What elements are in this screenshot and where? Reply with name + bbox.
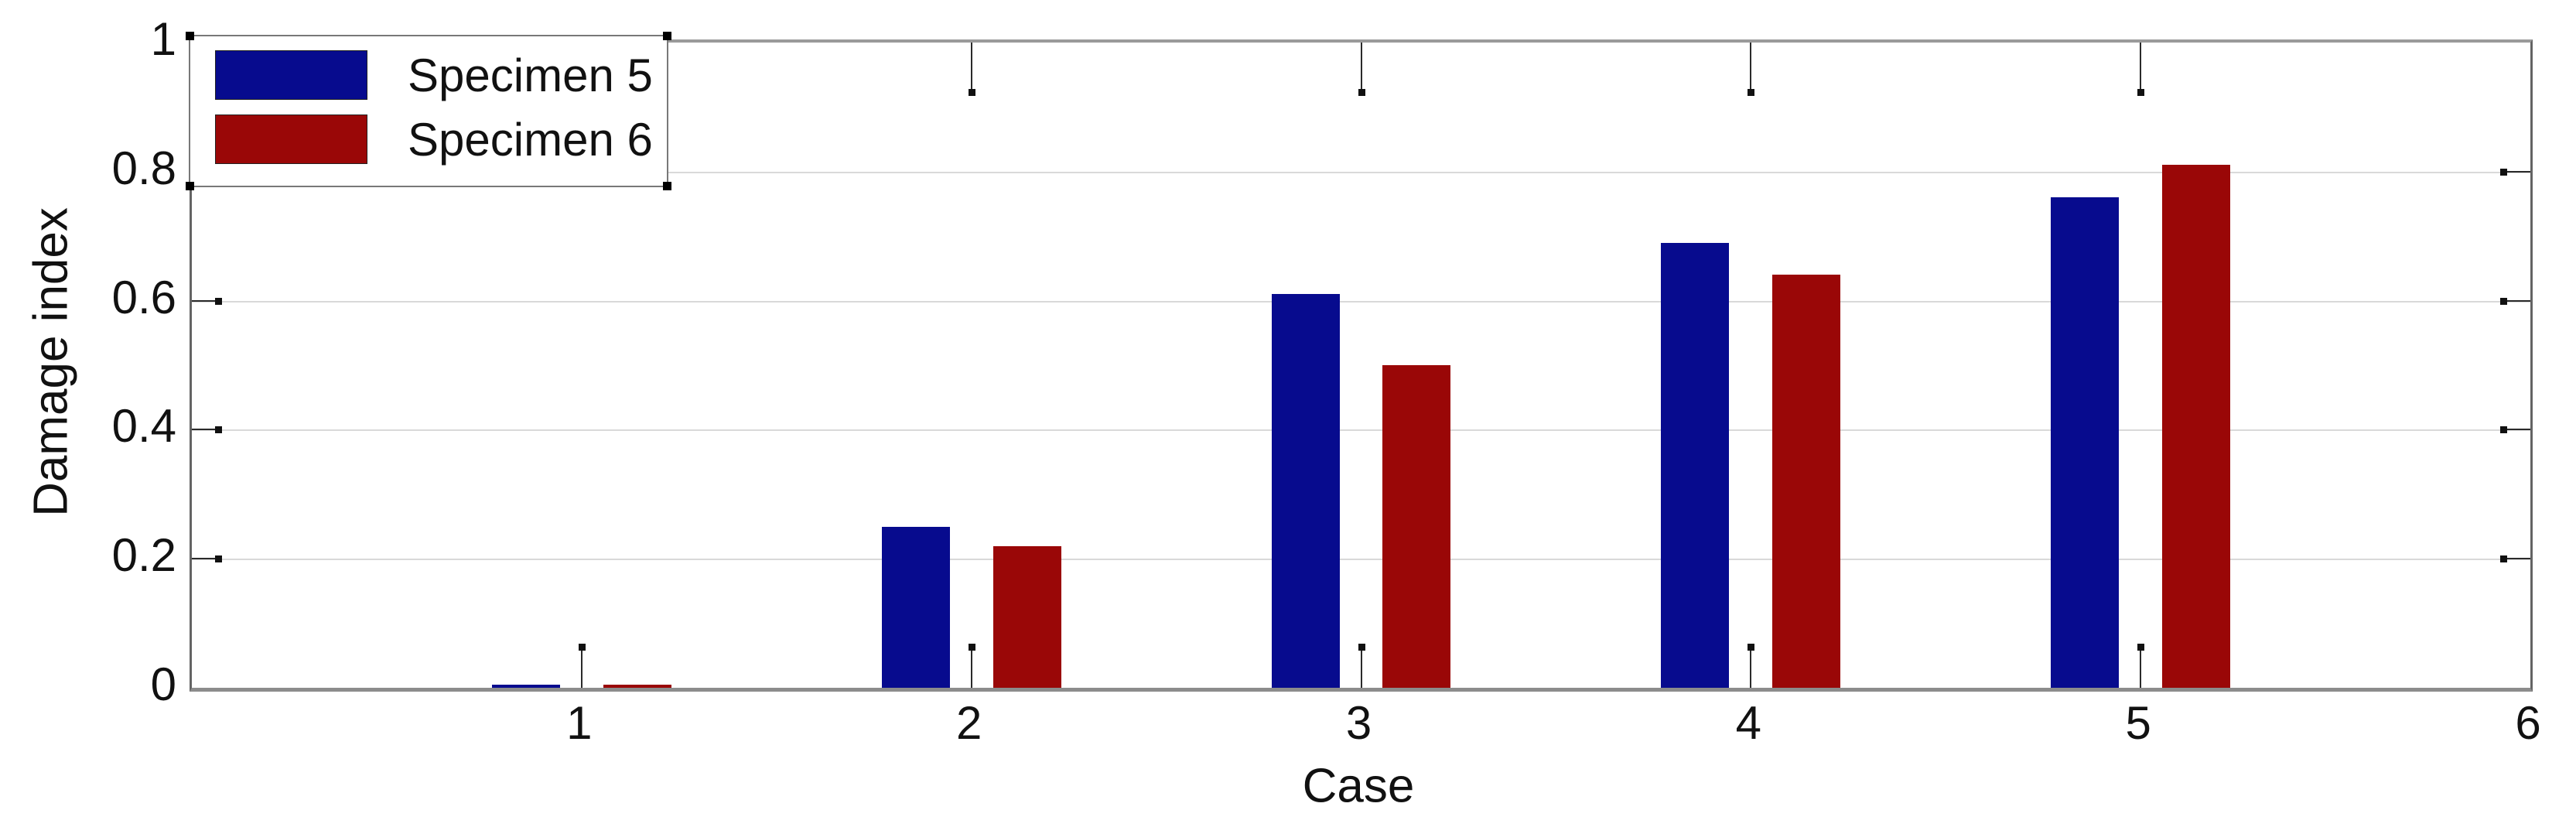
x-tick-top-4-dot	[1748, 89, 1755, 96]
y-tick-right-0.8-dot	[2500, 168, 2507, 176]
plot-area	[190, 39, 2533, 692]
y-tick-right-0.8	[2507, 170, 2530, 173]
gridline-y-0.8	[192, 171, 2530, 173]
y-tick-label-0: 0	[150, 658, 176, 710]
x-tick-bottom-5	[2140, 651, 2142, 688]
bar-specimen-6-case-2	[992, 545, 1061, 688]
x-tick-top-2-dot	[968, 89, 975, 96]
bar-specimen-6-case-4	[1772, 275, 1841, 688]
y-tick-left-0.2	[192, 558, 215, 560]
x-tick-top-5-dot	[2137, 89, 2145, 96]
y-tick-right-0.6	[2507, 299, 2530, 302]
y-tick-label-1: 1	[150, 13, 176, 65]
gridline-y-0.2	[192, 559, 2530, 561]
legend-handle-bottom-right	[663, 182, 671, 190]
x-tick-bottom-2-dot	[968, 644, 975, 651]
legend-swatch-specimen-6	[215, 115, 367, 164]
x-tick-bottom-1-dot	[578, 644, 586, 651]
y-tick-right-0.6-dot	[2500, 297, 2507, 305]
y-tick-left-0.4-dot	[215, 426, 222, 434]
y-tick-left-0.2-dot	[215, 555, 222, 563]
x-tick-bottom-5-dot	[2137, 644, 2145, 651]
y-tick-label-0.4: 0.4	[111, 400, 176, 453]
y-tick-right-0.4-dot	[2500, 426, 2507, 434]
x-tick-top-2	[970, 43, 972, 89]
legend-handle-top-left	[186, 32, 194, 40]
x-tick-bottom-4	[1750, 651, 1752, 688]
y-tick-label-0.6: 0.6	[111, 271, 176, 323]
x-tick-top-3	[1360, 43, 1362, 89]
legend-label-specimen-6: Specimen 6	[408, 113, 653, 166]
x-tick-top-5	[2140, 43, 2142, 89]
y-tick-label-0.2: 0.2	[111, 529, 176, 582]
x-tick-label-4: 4	[1735, 697, 1762, 749]
x-tick-label-2: 2	[955, 697, 982, 749]
x-tick-bottom-4-dot	[1748, 644, 1755, 651]
gridline-y-0.6	[192, 300, 2530, 302]
y-tick-left-0.4	[192, 429, 215, 431]
x-axis-title: Case	[1302, 759, 1415, 813]
legend-swatch-specimen-5	[215, 50, 367, 100]
gridline-y-0.4	[192, 429, 2530, 432]
legend-row-specimen-6: Specimen 6	[190, 113, 667, 166]
y-tick-right-0.2-dot	[2500, 555, 2507, 563]
x-tick-top-4	[1750, 43, 1752, 89]
bar-specimen-5-case-5	[2051, 197, 2120, 688]
x-tick-labels: 1 2 3 4 5 6	[190, 692, 2541, 754]
y-tick-right-0.2	[2507, 558, 2530, 560]
bar-specimen-5-case-2	[881, 526, 950, 688]
y-tick-label-0.8: 0.8	[111, 142, 176, 194]
bar-specimen-5-case-1	[491, 684, 560, 688]
x-tick-bottom-3-dot	[1358, 644, 1365, 651]
legend-label-specimen-5: Specimen 5	[408, 49, 653, 101]
x-tick-label-1: 1	[566, 697, 593, 749]
y-tick-left-0.6	[192, 299, 215, 302]
legend: Specimen 5 Specimen 6	[186, 32, 671, 190]
x-tick-label-3: 3	[1345, 697, 1372, 749]
y-tick-right-0.4	[2507, 429, 2530, 431]
bar-specimen-6-case-3	[1382, 365, 1451, 688]
x-tick-label-5: 5	[2125, 697, 2151, 749]
legend-handle-bottom-left	[186, 182, 194, 190]
bar-specimen-5-case-3	[1271, 294, 1340, 688]
x-tick-bottom-3	[1360, 651, 1362, 688]
bar-specimen-6-case-1	[603, 684, 671, 688]
y-tick-labels: 0 0.2 0.4 0.6 0.8 1	[0, 16, 176, 708]
bar-specimen-5-case-4	[1661, 242, 1730, 688]
x-tick-top-3-dot	[1358, 89, 1365, 96]
y-tick-left-0.6-dot	[215, 297, 222, 305]
x-tick-bottom-2	[970, 651, 972, 688]
legend-row-specimen-5: Specimen 5	[190, 50, 667, 101]
bar-specimen-6-case-5	[2162, 165, 2231, 688]
legend-handle-top-right	[663, 32, 671, 40]
x-tick-bottom-1	[580, 651, 583, 688]
x-tick-label-6: 6	[2515, 697, 2541, 749]
